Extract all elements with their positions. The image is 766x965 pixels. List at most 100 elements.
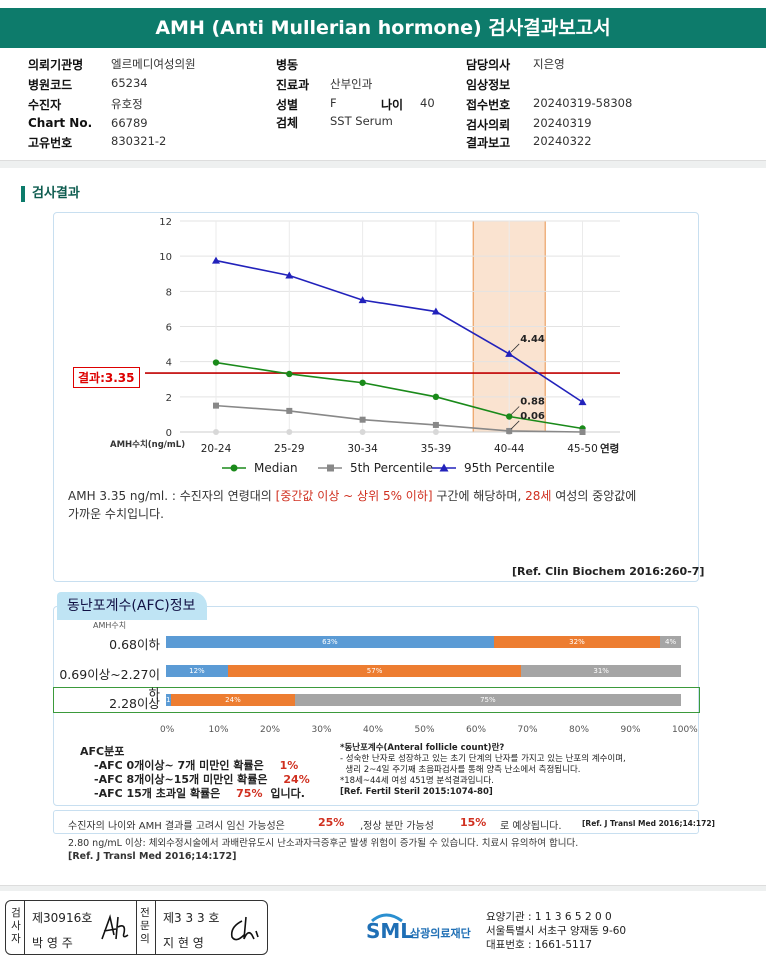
afc-distribution: AFC분포 -AFC 0개이상~ 7개 미만인 확률은 1% -AFC 8개이상…	[80, 745, 310, 801]
afc-bar-segment: 12%	[166, 665, 228, 677]
age-label: 나이	[381, 98, 404, 112]
data-point	[359, 379, 366, 386]
afc-row-label: 2.28이상	[109, 696, 160, 711]
afc-def-line: *18세~44세 여성 451명 분석결과입니다.	[340, 776, 494, 786]
y-tick-label: 12	[159, 217, 172, 228]
afc-x-tick-label: 20%	[260, 725, 281, 735]
interp-part-2: 구간에 해당하며,	[432, 489, 526, 503]
specialist-label: 전문의	[140, 907, 150, 945]
amh-line-chart: 0 2 4 6 8 10 12 20-24 25-29 30-34 35-39 40-44 45-50 연…	[110, 217, 620, 475]
axis-dot	[359, 429, 366, 435]
afc-bar-segment: 63%	[166, 636, 494, 648]
afc-tab-title: 동난포계수(AFC)정보	[57, 592, 207, 620]
afc-dist-text: -AFC 0개이상~ 7개 미만인 확률은	[94, 759, 264, 772]
afc-dist-text: -AFC 8개이상~15개 미만인 확률은	[94, 773, 268, 786]
interp-part-1: AMH 3.35 ng/ml. : 수진자의 연령대의	[68, 489, 276, 503]
note-reference: [Ref. J Transl Med 2016;14:172]	[68, 851, 237, 862]
afc-dist-value: 24%	[283, 773, 310, 786]
report-title: AMH (Anti Mullerian hormone) 검사결과보고서	[0, 8, 766, 48]
x-tick-label: 20-24	[201, 443, 232, 455]
afc-x-tick-label: 40%	[363, 725, 384, 735]
afc-dist-tail: 입니다.	[270, 787, 305, 800]
data-point	[359, 416, 366, 423]
pregnancy-probability: 수진자의 나이와 AMH 결과를 고려시 임신 가능성은 25% ,정상 분만 …	[53, 810, 715, 834]
tester-id: 제30916호	[32, 911, 93, 925]
afc-highlight-row	[53, 687, 700, 713]
afc-bar: 63% 32% 4%	[166, 636, 681, 648]
interp-part-4: 가까운 수치입니다.	[68, 507, 164, 521]
afc-x-tick-label: 90%	[620, 725, 641, 735]
x-tick-label: 25-29	[274, 443, 305, 455]
chart-no-label: Chart No.	[28, 116, 93, 130]
data-point	[213, 402, 219, 409]
data-label-leader	[510, 420, 520, 430]
unique-no-label: 고유번호	[28, 136, 73, 150]
afc-def-line: 생리 2~4일 주기째 초음파검사를 통해 양측 난소에서 측정됩니다.	[340, 765, 581, 775]
data-point	[432, 421, 439, 428]
afc-x-tick-label: 50%	[414, 725, 435, 735]
specialist-id: 제3 3 3 호	[163, 911, 220, 925]
afc-x-tick-label: 0%	[160, 725, 175, 735]
request-value: 20240319	[533, 116, 592, 130]
interp-range: [중간값 이상 ~ 상위 5% 이하]	[275, 489, 433, 503]
axis-dot	[213, 429, 219, 435]
data-point	[358, 296, 367, 304]
ohss-note: 2.80 ng/mL 이상: 체외수정시술에서 과배란유도시 난소과자극증후군 …	[68, 837, 578, 863]
afc-x-tick-label: 10%	[208, 725, 229, 735]
afc-bar-segment: 24%	[171, 694, 295, 706]
specialist-signature	[230, 916, 259, 941]
section-divider	[0, 160, 766, 168]
afc-x-tick-label: 60%	[466, 725, 487, 735]
afc-bar-segment: 75%	[294, 694, 681, 706]
lab-info: 요양기관 : 1 1 3 6 5 2 0 0 서울특별시 서초구 양재동 9-6…	[486, 910, 626, 952]
lab-name: 삼광의료재단	[410, 927, 471, 940]
tester-label: 검사자	[11, 907, 21, 945]
prob-pregnancy-value: 25%	[318, 816, 345, 829]
afc-x-tick-label: 100%	[672, 725, 698, 735]
data-label-leader	[510, 406, 520, 415]
prob-text: 로 예상됩니다.	[500, 821, 562, 832]
footer-divider	[0, 885, 766, 891]
afc-bar-segment: 31%	[521, 665, 681, 677]
data-point	[432, 393, 440, 401]
institution-label: 의뢰기관명	[28, 58, 84, 72]
afc-dist-title: AFC분포	[80, 745, 125, 758]
afc-dist-value: 1%	[279, 759, 299, 772]
lab-phone: 대표번호 : 1661-5117	[486, 939, 593, 951]
lab-logo-text: SML	[366, 919, 414, 943]
tester-name: 박 영 주	[32, 936, 73, 950]
afc-x-tick-label: 30%	[311, 725, 332, 735]
receipt-value: 20240319-58308	[533, 96, 633, 110]
lab-code: 요양기관 : 1 1 3 6 5 2 0 0	[486, 911, 612, 923]
x-tick-label: 40-44	[494, 443, 525, 455]
data-point	[506, 413, 513, 420]
afc-def-ref: [Ref. Fertil Steril 2015:1074-80]	[340, 787, 493, 797]
prob-delivery-value: 15%	[460, 816, 487, 829]
patient-value: 유호정	[111, 97, 143, 111]
data-point	[506, 427, 513, 434]
afc-x-tick-label: 80%	[569, 725, 590, 735]
afc-bar-segment: 32%	[493, 636, 661, 648]
data-point	[286, 370, 293, 378]
unique-no-value: 830321-2	[111, 134, 167, 148]
x-axis-suffix: 연령	[600, 442, 619, 455]
specimen-value: SST Serum	[330, 114, 393, 128]
data-point	[286, 407, 293, 414]
chart-panel	[53, 212, 699, 582]
afc-definition: *동난포계수(Anteral follicle count)란? - 성숙한 난…	[340, 743, 700, 798]
afc-def-title: *동난포계수(Anteral follicle count)란?	[340, 743, 505, 753]
afc-row-label: 0.68이하	[109, 637, 160, 652]
axis-dot	[432, 429, 439, 435]
axis-dot	[286, 429, 293, 435]
section-title: 검사결과	[21, 186, 80, 202]
legend-marker	[439, 463, 449, 472]
lab-address: 서울특별시 서초구 양재동 9-60	[486, 925, 627, 937]
data-label-leader	[510, 343, 520, 353]
afc-dist-text: -AFC 15개 초과일 확률은	[94, 787, 221, 800]
y-axis-label: AMH수치(ng/mL)	[110, 439, 185, 450]
institution-value: 엘르메디여성의원	[111, 57, 196, 71]
afc-dist-value: 75%	[236, 787, 263, 800]
interp-age: 28세	[525, 489, 552, 503]
afc-bar-segment: 1%	[166, 694, 172, 706]
y-tick-label: 4	[166, 358, 172, 369]
